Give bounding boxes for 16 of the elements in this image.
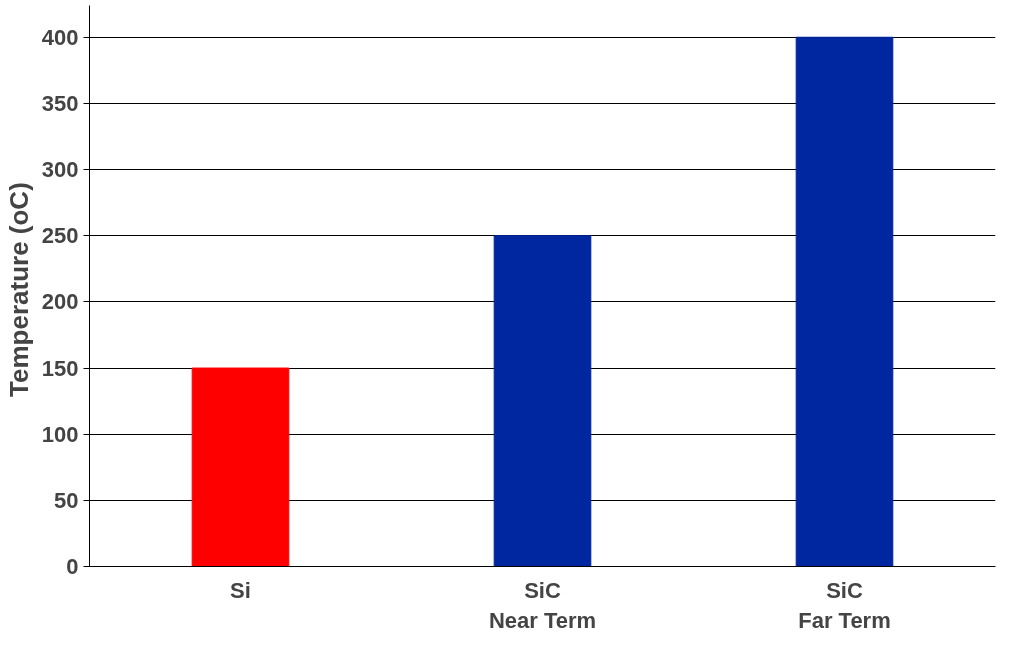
y-tick-label: 300 [41,157,79,183]
y-tick-label: 100 [41,421,79,447]
x-tick-label: SiC Near Term [488,577,597,633]
y-tick-label: 400 [41,24,79,50]
y-tick-label: 250 [41,223,79,249]
y-tick-label: 0 [66,554,79,579]
x-tick-label: SiC Far Term [798,577,891,633]
bar [493,235,592,567]
y-tick-label: 350 [41,90,79,116]
x-tick-label: Si [230,577,251,603]
y-tick-label: 50 [54,487,79,513]
y-tick-label: 150 [41,355,79,381]
bar [191,367,290,567]
y-tick-label: 200 [41,289,79,315]
bar [795,36,894,567]
y-axis-title: Temperature (oC) [3,182,34,397]
